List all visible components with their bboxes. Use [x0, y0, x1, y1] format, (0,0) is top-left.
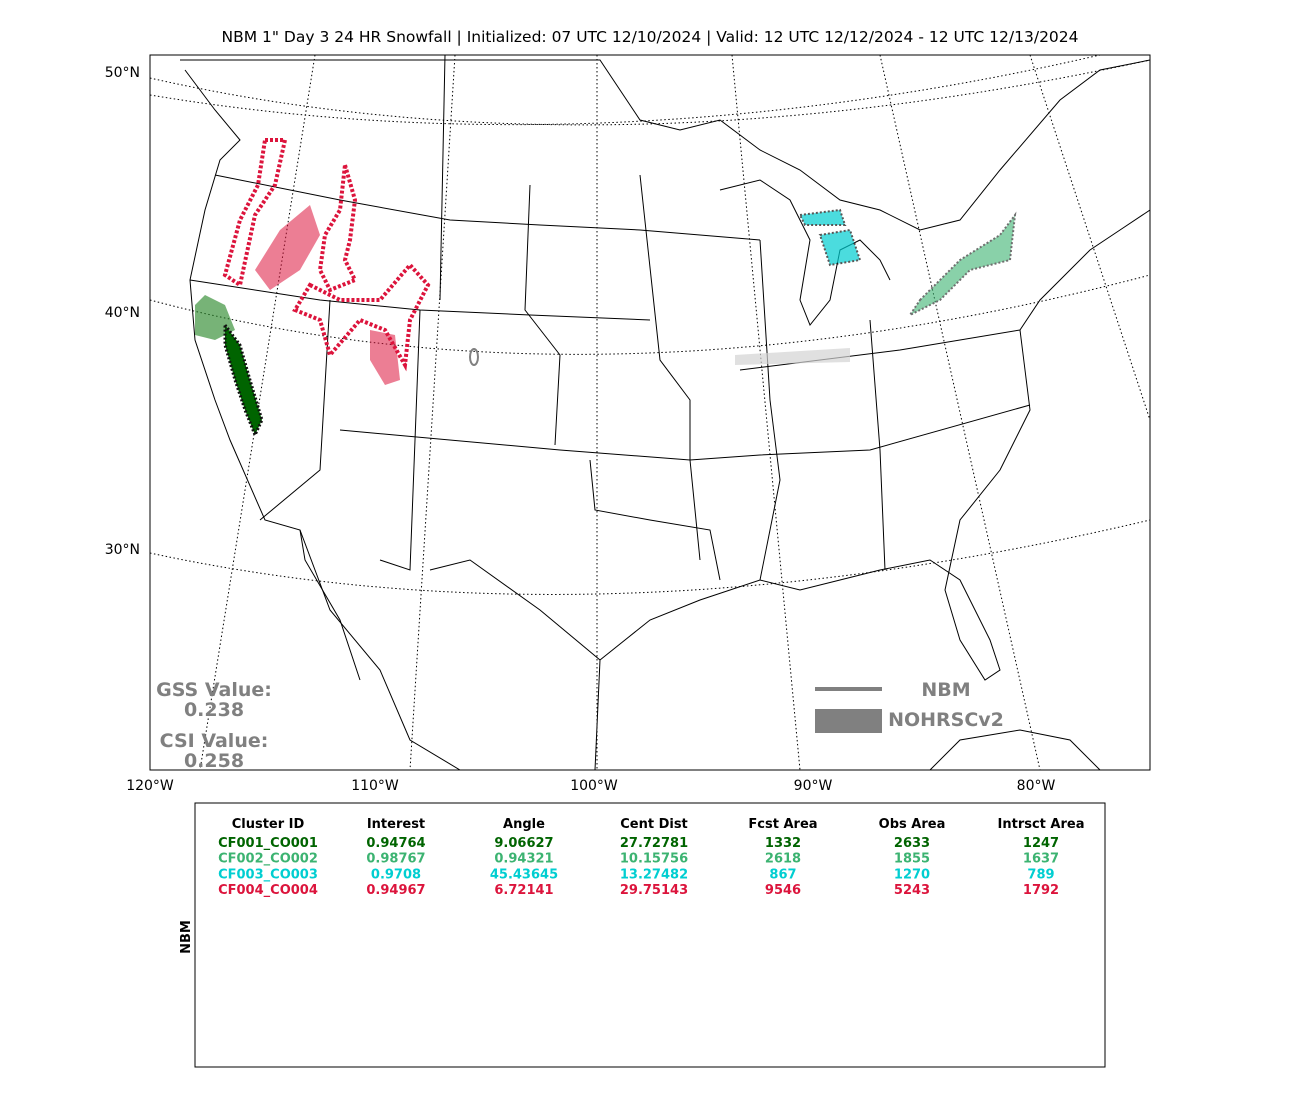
coastline [180, 59, 1150, 770]
table-cell: 10.15756 [620, 852, 688, 867]
table-cell: 6.72141 [494, 883, 553, 898]
state-borders [189, 55, 1031, 661]
table-cell: 0.98767 [366, 852, 425, 867]
table-cell: 2633 [894, 836, 930, 851]
lon-label: 100°W [570, 778, 618, 794]
column-header: Cluster ID [232, 817, 305, 832]
table-cell: 45.43645 [490, 867, 558, 882]
table-cell: CF003_CO003 [218, 867, 318, 882]
graticule [150, 55, 1150, 770]
table-cell: 0.94967 [366, 883, 425, 898]
legend-label: NOHRSCv2 [888, 709, 1004, 731]
lat-label: 30°N [105, 542, 140, 558]
title: NBM 1" Day 3 24 HR Snowfall | Initialize… [221, 28, 1078, 46]
column-header: Obs Area [879, 817, 946, 832]
lat-label: 50°N [105, 65, 140, 81]
table-cell: 867 [769, 867, 796, 882]
table-cell: 1332 [765, 836, 801, 851]
table-cell: CF004_CO004 [218, 883, 318, 898]
gss-label: GSS Value: [156, 679, 272, 701]
table-cell: 2618 [765, 852, 801, 867]
lon-label: 120°W [126, 778, 174, 794]
lat-label: 40°N [105, 305, 140, 321]
stats-table: NBM Cluster ID Interest Angle Cent Dist Fcst… [179, 802, 1106, 1068]
side-label: NBM [179, 920, 194, 954]
snow-objects [195, 138, 1017, 439]
table-cell: CF001_CO001 [218, 836, 318, 851]
table-cell: 13.27482 [620, 867, 688, 882]
table-frame [194, 802, 1106, 1068]
gss-value: 0.238 [184, 699, 244, 721]
table-cell: 789 [1027, 867, 1054, 882]
lon-label: 90°W [794, 778, 833, 794]
table-cell: CF002_CO002 [218, 852, 318, 867]
legend-label: NBM [921, 679, 970, 701]
map-frame [149, 54, 1151, 771]
column-header: Angle [503, 817, 545, 832]
csi-value: 0.258 [184, 750, 244, 772]
table-cell: 1637 [1023, 852, 1059, 867]
column-header: Cent Dist [620, 817, 688, 832]
map: 50°N 40°N 30°N 120°W 110°W 100°W 90°W 80… [105, 54, 1151, 794]
table-cell: 5243 [894, 883, 930, 898]
column-header: Fcst Area [748, 817, 817, 832]
table-cell: 1792 [1023, 883, 1059, 898]
lon-label: 80°W [1017, 778, 1056, 794]
column-header: Interest [367, 817, 425, 832]
table-cell: 1855 [894, 852, 930, 867]
table-cell: 9.06627 [494, 836, 553, 851]
table-cell: 0.94764 [366, 836, 425, 851]
table-cell: 27.72781 [620, 836, 688, 851]
table-cell: 0.9708 [371, 867, 421, 882]
table-cell: 29.75143 [620, 883, 688, 898]
column-header: Intrsct Area [998, 817, 1085, 832]
table-cell: 9546 [765, 883, 801, 898]
table-cell: 1247 [1023, 836, 1059, 851]
legend-fill [815, 709, 882, 733]
table-cell: 0.94321 [494, 852, 553, 867]
lon-label: 110°W [351, 778, 399, 794]
csi-label: CSI Value: [160, 730, 269, 752]
table-cell: 1270 [894, 867, 930, 882]
